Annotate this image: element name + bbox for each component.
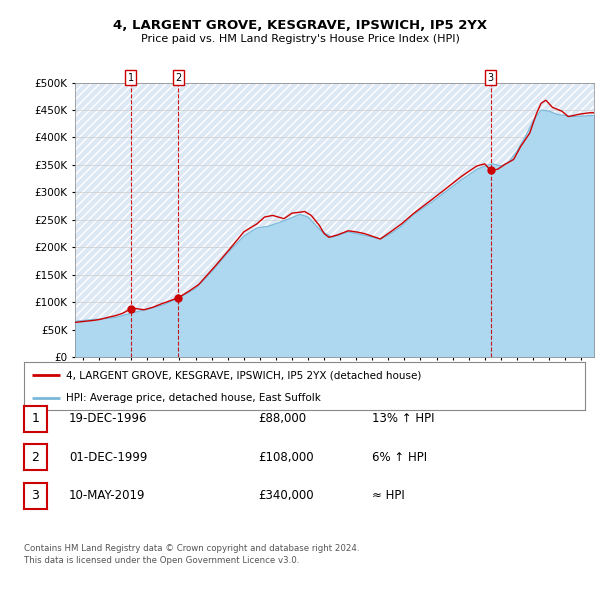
Text: 1: 1 — [31, 412, 40, 425]
Text: £340,000: £340,000 — [258, 489, 314, 502]
Text: ≈ HPI: ≈ HPI — [372, 489, 405, 502]
Text: 3: 3 — [31, 489, 40, 502]
Text: £88,000: £88,000 — [258, 412, 306, 425]
Text: Price paid vs. HM Land Registry's House Price Index (HPI): Price paid vs. HM Land Registry's House … — [140, 34, 460, 44]
Text: 3: 3 — [487, 73, 494, 83]
Text: 2: 2 — [175, 73, 181, 83]
Text: 1: 1 — [128, 73, 134, 83]
Text: 13% ↑ HPI: 13% ↑ HPI — [372, 412, 434, 425]
Text: 6% ↑ HPI: 6% ↑ HPI — [372, 451, 427, 464]
Text: 2: 2 — [31, 451, 40, 464]
Text: HPI: Average price, detached house, East Suffolk: HPI: Average price, detached house, East… — [66, 393, 321, 403]
Text: 10-MAY-2019: 10-MAY-2019 — [69, 489, 146, 502]
Text: 01-DEC-1999: 01-DEC-1999 — [69, 451, 148, 464]
Text: Contains HM Land Registry data © Crown copyright and database right 2024.: Contains HM Land Registry data © Crown c… — [24, 545, 359, 553]
Text: 4, LARGENT GROVE, KESGRAVE, IPSWICH, IP5 2YX (detached house): 4, LARGENT GROVE, KESGRAVE, IPSWICH, IP5… — [66, 370, 421, 380]
Text: 4, LARGENT GROVE, KESGRAVE, IPSWICH, IP5 2YX: 4, LARGENT GROVE, KESGRAVE, IPSWICH, IP5… — [113, 19, 487, 32]
Text: £108,000: £108,000 — [258, 451, 314, 464]
Text: 19-DEC-1996: 19-DEC-1996 — [69, 412, 148, 425]
Text: This data is licensed under the Open Government Licence v3.0.: This data is licensed under the Open Gov… — [24, 556, 299, 565]
